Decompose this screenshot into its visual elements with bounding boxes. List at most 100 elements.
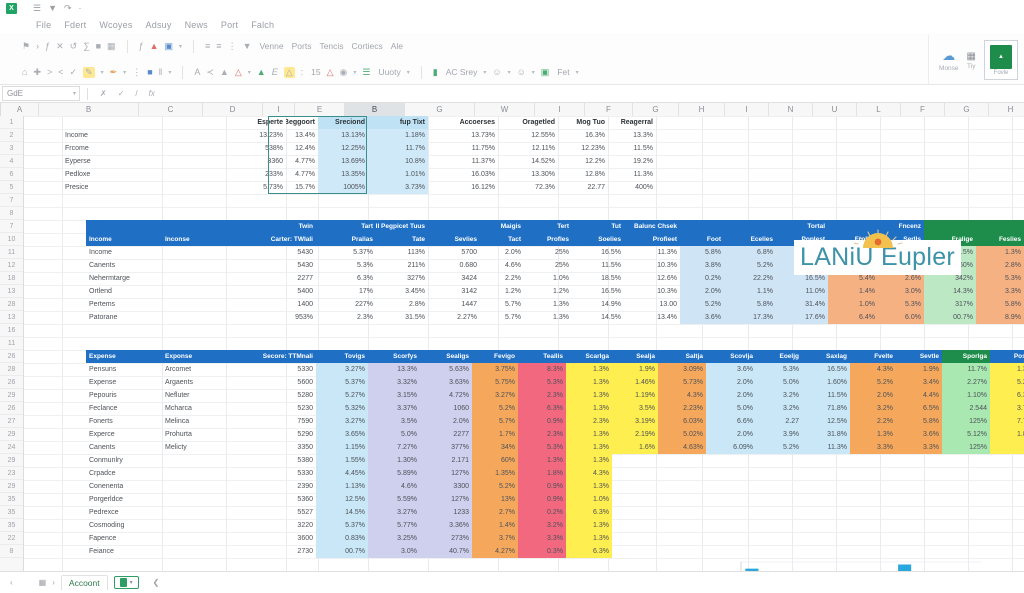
table-cell[interactable]: 1.0%: [828, 298, 878, 311]
table-cell[interactable]: 0.9%: [518, 480, 566, 493]
table-cell[interactable]: [802, 480, 850, 493]
folder-icon[interactable]: ▮: [432, 66, 438, 77]
column-header-1[interactable]: B: [39, 103, 139, 116]
table-cell[interactable]: 17%: [358, 288, 373, 295]
table-cell[interactable]: [896, 493, 942, 506]
table-cell[interactable]: 16.5%: [802, 363, 850, 376]
table-cell[interactable]: 6.3%: [566, 545, 612, 558]
row-header-25[interactable]: 24: [0, 441, 23, 454]
table-cell[interactable]: Arcomet: [165, 366, 192, 373]
row-header-1[interactable]: 2: [0, 129, 23, 142]
table1-label[interactable]: Frcome: [65, 145, 89, 152]
table-cell[interactable]: 4.72%: [420, 389, 472, 402]
table-cell[interactable]: [896, 519, 942, 532]
table-cell[interactable]: [756, 467, 802, 480]
table-cell[interactable]: 00.7%: [924, 311, 976, 324]
table-cell[interactable]: [802, 493, 850, 506]
column-header-6[interactable]: B: [345, 103, 405, 116]
table-cell[interactable]: [24, 142, 62, 155]
chevron-down-icon-8[interactable]: ▾: [483, 69, 487, 76]
table2-group-header[interactable]: [162, 220, 238, 233]
table3-header[interactable]: Poslja: [990, 350, 1024, 363]
table-cell[interactable]: 5.75%: [472, 376, 518, 389]
table-row[interactable]: Nehermtarge 2277 6.3% 327% 3424 2.2% 1.0% 18.5%…: [86, 272, 1024, 285]
italic-icon[interactable]: △: [234, 66, 242, 77]
table-cell[interactable]: 5.2%: [472, 480, 518, 493]
table-cell[interactable]: [850, 480, 896, 493]
table-cell[interactable]: 1.3%: [566, 441, 612, 454]
table-cell[interactable]: 17.3%: [724, 311, 776, 324]
table-cell[interactable]: 1.01%: [368, 168, 428, 181]
column-header-18[interactable]: G: [945, 103, 989, 116]
table-cell[interactable]: 10.3%: [657, 262, 677, 269]
table-cell[interactable]: Pensuns: [89, 366, 117, 373]
fill-icon[interactable]: ▣: [164, 40, 174, 51]
table-cell[interactable]: 2.7%: [472, 506, 518, 519]
table-cell[interactable]: 14.5%: [316, 506, 368, 519]
table-cell[interactable]: 12.25%: [318, 142, 368, 155]
table2-header[interactable]: Profles: [524, 233, 572, 246]
column-header-5[interactable]: E: [295, 103, 345, 116]
table-cell[interactable]: 11.75%: [471, 145, 495, 152]
table-cell[interactable]: 14.9%: [601, 301, 621, 308]
row-header-14[interactable]: 28: [0, 298, 23, 311]
table2-header[interactable]: Feslies: [976, 233, 1024, 246]
table-cell[interactable]: 3.6%: [706, 363, 756, 376]
table-cell[interactable]: 2.0%: [420, 415, 472, 428]
table-cell[interactable]: 13%: [472, 493, 518, 506]
table-row[interactable]: Expense Exponse Secore: TTMnali Tovigs Scorf…: [86, 350, 1024, 363]
table-cell[interactable]: 3.25%: [368, 532, 420, 545]
table2-header[interactable]: Sevlies: [428, 233, 480, 246]
row-header-22[interactable]: 26: [0, 402, 23, 415]
filter-icon[interactable]: ▼: [48, 2, 57, 13]
table-cell[interactable]: 13.30%: [531, 171, 555, 178]
table-cell[interactable]: 11.3%: [633, 171, 653, 178]
table2-group-header[interactable]: II Pegpicet Tuus: [376, 220, 428, 233]
table-cell[interactable]: 3.27%: [316, 363, 368, 376]
table-cell[interactable]: 317%: [924, 298, 976, 311]
table-cell[interactable]: 22.2%: [724, 272, 776, 285]
table-cell[interactable]: [850, 532, 896, 545]
table-row[interactable]: Eyperse 3360 4.77% 13.69% 10.8% 11.37% 14.52% 1…: [24, 155, 656, 168]
table-cell[interactable]: [612, 480, 658, 493]
table-cell[interactable]: [24, 181, 62, 194]
table-cell[interactable]: 233%: [265, 171, 283, 178]
table-cell[interactable]: [942, 454, 990, 467]
table-cell[interactable]: 1.3%: [566, 480, 612, 493]
table-cell[interactable]: 1.35%: [472, 467, 518, 480]
table-cell[interactable]: 0.83%: [316, 532, 368, 545]
table-cell[interactable]: [990, 493, 1024, 506]
table-cell[interactable]: Argaents: [165, 379, 194, 386]
chevron-down-icon[interactable]: ▾: [129, 580, 133, 586]
row-header-11[interactable]: 12: [0, 259, 23, 272]
chevron-down-icon-5[interactable]: ▾: [247, 69, 251, 76]
move-icon[interactable]: ✚: [33, 66, 41, 77]
table-cell[interactable]: 327%: [407, 275, 425, 282]
row-header-21[interactable]: 29: [0, 389, 23, 402]
table-cell[interactable]: [162, 506, 238, 519]
column-header-10[interactable]: F: [585, 103, 633, 116]
table-cell[interactable]: 5.73%: [263, 184, 283, 191]
table-cell[interactable]: 1.3%: [566, 402, 612, 415]
table-cell[interactable]: [612, 532, 658, 545]
table-cell[interactable]: [612, 467, 658, 480]
table-cell[interactable]: [162, 168, 226, 181]
table-cell[interactable]: 2.0%: [706, 428, 756, 441]
table2-header[interactable]: Profieet: [624, 233, 680, 246]
table-cell[interactable]: 5.37%: [353, 249, 373, 256]
table-cell[interactable]: 2.0%: [680, 285, 724, 298]
table-cell[interactable]: [896, 454, 942, 467]
table-cell[interactable]: 4.77%: [295, 158, 315, 165]
table-cell[interactable]: [942, 532, 990, 545]
table-cell[interactable]: [896, 532, 942, 545]
home-icon[interactable]: ⌂: [22, 67, 28, 77]
table-cell[interactable]: 1.3%: [553, 301, 569, 308]
table-cell[interactable]: [162, 519, 238, 532]
table-row[interactable]: Fonerts Melinca 7590 3.27% 3.5% 2.0% 5.7% 0.9% 2…: [86, 415, 1024, 428]
table-cell[interactable]: [802, 532, 850, 545]
table-cell[interactable]: [62, 116, 162, 129]
table-cell[interactable]: [658, 493, 706, 506]
table-row[interactable]: Fapence 3600 0.83% 3.25% 273% 3.7% 3.3% 1.3%: [86, 532, 1024, 545]
table1-header[interactable]: fup Tixt: [368, 116, 428, 129]
table-cell[interactable]: [162, 155, 226, 168]
